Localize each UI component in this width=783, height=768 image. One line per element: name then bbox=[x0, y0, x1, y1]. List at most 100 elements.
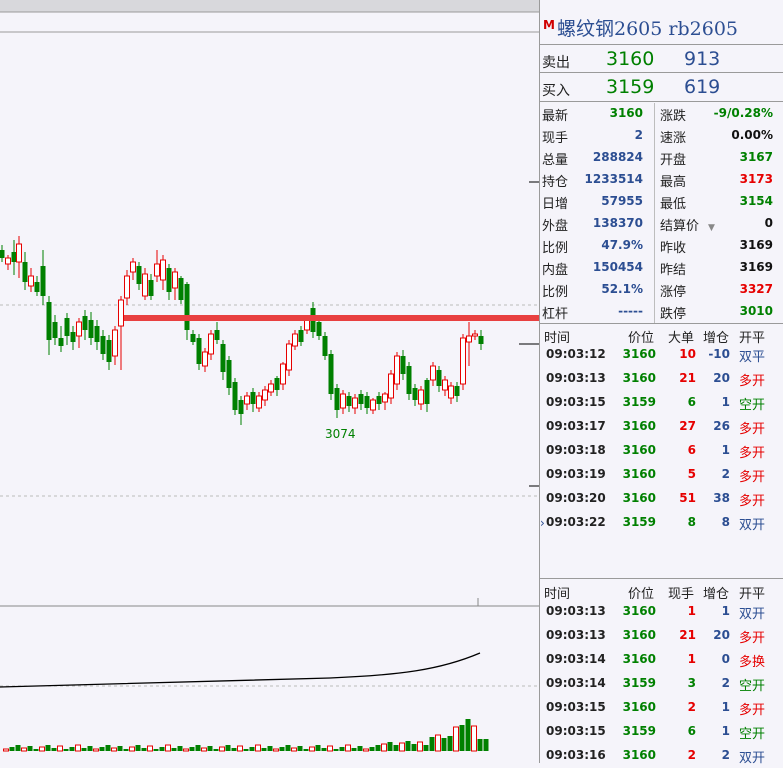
volume-bar bbox=[195, 745, 201, 751]
volume-bar bbox=[87, 746, 93, 751]
instrument-header: M 螺纹钢2605 rb2605 bbox=[540, 12, 783, 42]
volume-bar bbox=[231, 748, 237, 751]
quote-row: 内盘 150454 昨结 3169 bbox=[540, 257, 783, 279]
candle-body bbox=[298, 330, 304, 342]
volume-bar bbox=[27, 746, 33, 751]
time-cell: 09:03:14 bbox=[546, 652, 606, 666]
candle-body bbox=[52, 322, 58, 338]
candle-body bbox=[304, 319, 310, 331]
quote-row: 外盘 138370 结算价 0 bbox=[540, 213, 783, 235]
volume-bar bbox=[327, 745, 333, 752]
candle-body bbox=[358, 394, 364, 404]
candle-body bbox=[334, 388, 340, 410]
volume-bar bbox=[447, 736, 453, 751]
ask-row[interactable]: 卖出 3160 913 bbox=[540, 46, 783, 74]
volume-bar bbox=[417, 741, 423, 752]
candle-body bbox=[292, 333, 298, 347]
candle-body bbox=[220, 344, 226, 372]
candle-body bbox=[418, 389, 424, 405]
tick-row[interactable]: 09:03:14 3160 1 0 多换 bbox=[540, 648, 783, 672]
tick-row[interactable]: 09:03:13 3160 1 1 双开 bbox=[540, 600, 783, 624]
quote-label: 结算价 bbox=[660, 219, 700, 234]
type-cell: 多开 bbox=[739, 631, 766, 646]
candle-body bbox=[352, 397, 358, 409]
tick-row[interactable]: 09:03:15 3160 2 1 多开 bbox=[540, 696, 783, 720]
volume-bar bbox=[99, 747, 105, 751]
price-cell: 3160 bbox=[622, 748, 656, 762]
volume-bar bbox=[33, 749, 39, 751]
quote-row: 现手 2 速涨 0.00% bbox=[540, 125, 783, 147]
quote-row: 杠杆 ----- 跌停 3010 bbox=[540, 301, 783, 323]
header-oi-change: 增仓 bbox=[703, 331, 730, 346]
volume-bar bbox=[429, 737, 435, 751]
type-cell: 多开 bbox=[739, 446, 766, 461]
quote-row: 日增 57955 最低 3154 bbox=[540, 191, 783, 213]
price-cell: 3159 bbox=[622, 676, 656, 690]
quote-value: 0 bbox=[764, 216, 773, 230]
candle-body bbox=[316, 322, 322, 336]
volume-bar bbox=[351, 748, 357, 751]
trade-row[interactable]: 09:03:20 3160 51 38 多开 bbox=[540, 487, 783, 511]
trade-row[interactable]: 09:03:19 3160 5 2 多开 bbox=[540, 463, 783, 487]
candle-body bbox=[16, 243, 22, 263]
oi-change-cell: 0 bbox=[721, 652, 730, 666]
volume-bar bbox=[303, 749, 309, 751]
candle-body bbox=[46, 302, 52, 340]
volume-bar bbox=[465, 719, 471, 751]
quote-value: 0.00% bbox=[731, 128, 773, 142]
trade-row[interactable]: 09:03:17 3160 27 26 多开 bbox=[540, 415, 783, 439]
tick-row[interactable]: 09:03:15 3159 6 1 空开 bbox=[540, 720, 783, 744]
volume-bar bbox=[441, 738, 447, 751]
open-interest-line bbox=[0, 652, 481, 688]
candle-body bbox=[376, 396, 382, 404]
candle-body bbox=[340, 393, 346, 409]
candle-body bbox=[268, 383, 274, 393]
time-cell: 09:03:13 bbox=[546, 371, 606, 385]
candle-body bbox=[322, 336, 328, 356]
quote-label: 日增 bbox=[542, 197, 569, 212]
candle-body bbox=[130, 261, 136, 273]
oi-change-cell: 1 bbox=[721, 700, 730, 714]
volume-bar bbox=[213, 749, 219, 751]
candlestick-chart[interactable]: 3074 bbox=[0, 0, 539, 763]
oi-change-cell: 2 bbox=[721, 467, 730, 481]
trade-row[interactable]: 09:03:18 3160 6 1 多开 bbox=[540, 439, 783, 463]
volume-bar bbox=[321, 748, 327, 751]
candles-group bbox=[0, 236, 484, 425]
candle-body bbox=[124, 275, 130, 299]
volume-cell: 1 bbox=[687, 604, 696, 618]
volume-bar bbox=[129, 746, 135, 752]
dropdown-arrow-icon[interactable]: ▼ bbox=[708, 223, 715, 233]
volume-bar bbox=[393, 745, 399, 751]
tick-row[interactable]: 09:03:13 3160 21 20 多开 bbox=[540, 624, 783, 648]
candle-body bbox=[448, 385, 454, 399]
bid-row[interactable]: 买入 3159 619 bbox=[540, 74, 783, 102]
volume-bar bbox=[297, 746, 303, 751]
candle-body bbox=[364, 396, 370, 408]
trade-row[interactable]: 09:03:13 3160 21 20 多开 bbox=[540, 367, 783, 391]
candle-body bbox=[286, 343, 292, 371]
candle-body bbox=[382, 393, 388, 403]
volume-bar bbox=[207, 746, 213, 751]
time-cell: 09:03:15 bbox=[546, 724, 606, 738]
time-cell: 09:03:13 bbox=[546, 604, 606, 618]
quote-value: 52.1% bbox=[601, 282, 643, 296]
volume-cell: 1 bbox=[687, 652, 696, 666]
header-time: 时间 bbox=[544, 331, 571, 346]
quote-value: 3173 bbox=[739, 172, 773, 186]
row-pointer-icon: › bbox=[540, 516, 545, 530]
oi-change-cell: 8 bbox=[721, 515, 730, 529]
trade-row[interactable]: 09:03:12 3160 10 -10 双平 bbox=[540, 343, 783, 367]
volume-bar bbox=[279, 747, 285, 751]
tick-row[interactable]: 09:03:16 3160 2 2 双开 bbox=[540, 744, 783, 768]
header-volume: 现手 bbox=[668, 587, 695, 602]
oi-change-cell: 20 bbox=[713, 628, 730, 642]
candle-body bbox=[478, 336, 484, 344]
candle-body bbox=[28, 275, 34, 287]
trade-row[interactable]: 09:03:22 3159 8 8 双开 bbox=[540, 511, 783, 535]
volume-bar bbox=[189, 747, 195, 751]
quote-value: 3327 bbox=[739, 282, 773, 296]
trade-row[interactable]: 09:03:15 3159 6 1 空开 bbox=[540, 391, 783, 415]
candle-body bbox=[88, 320, 94, 338]
tick-row[interactable]: 09:03:14 3159 3 2 空开 bbox=[540, 672, 783, 696]
